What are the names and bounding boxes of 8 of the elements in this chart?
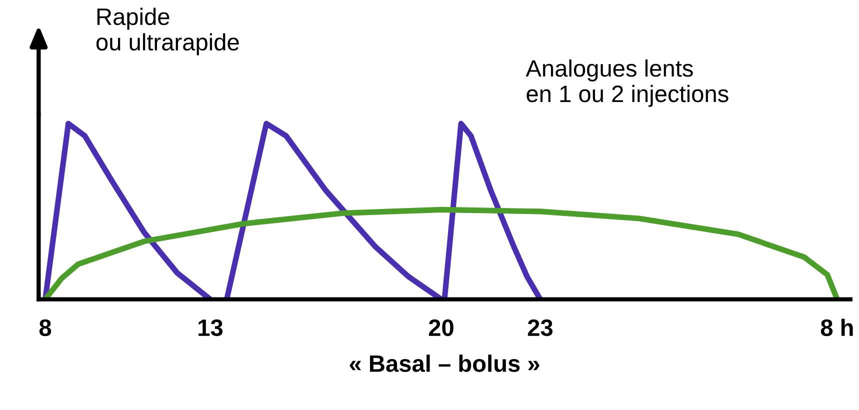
text: Analogues lents en 1 ou 2 injections (526, 59, 728, 107)
x-axis-title: « Basal – bolus » (350, 354, 540, 372)
x-tick-label: 23 (528, 319, 553, 336)
x-tick-label: 13 (198, 319, 223, 336)
text: Rapide ou ultrarapide (96, 8, 239, 56)
x-tick-label: 20 (428, 319, 454, 336)
x-tick-label: 8 h (820, 318, 853, 336)
x-tick-label: 8 (39, 319, 52, 336)
